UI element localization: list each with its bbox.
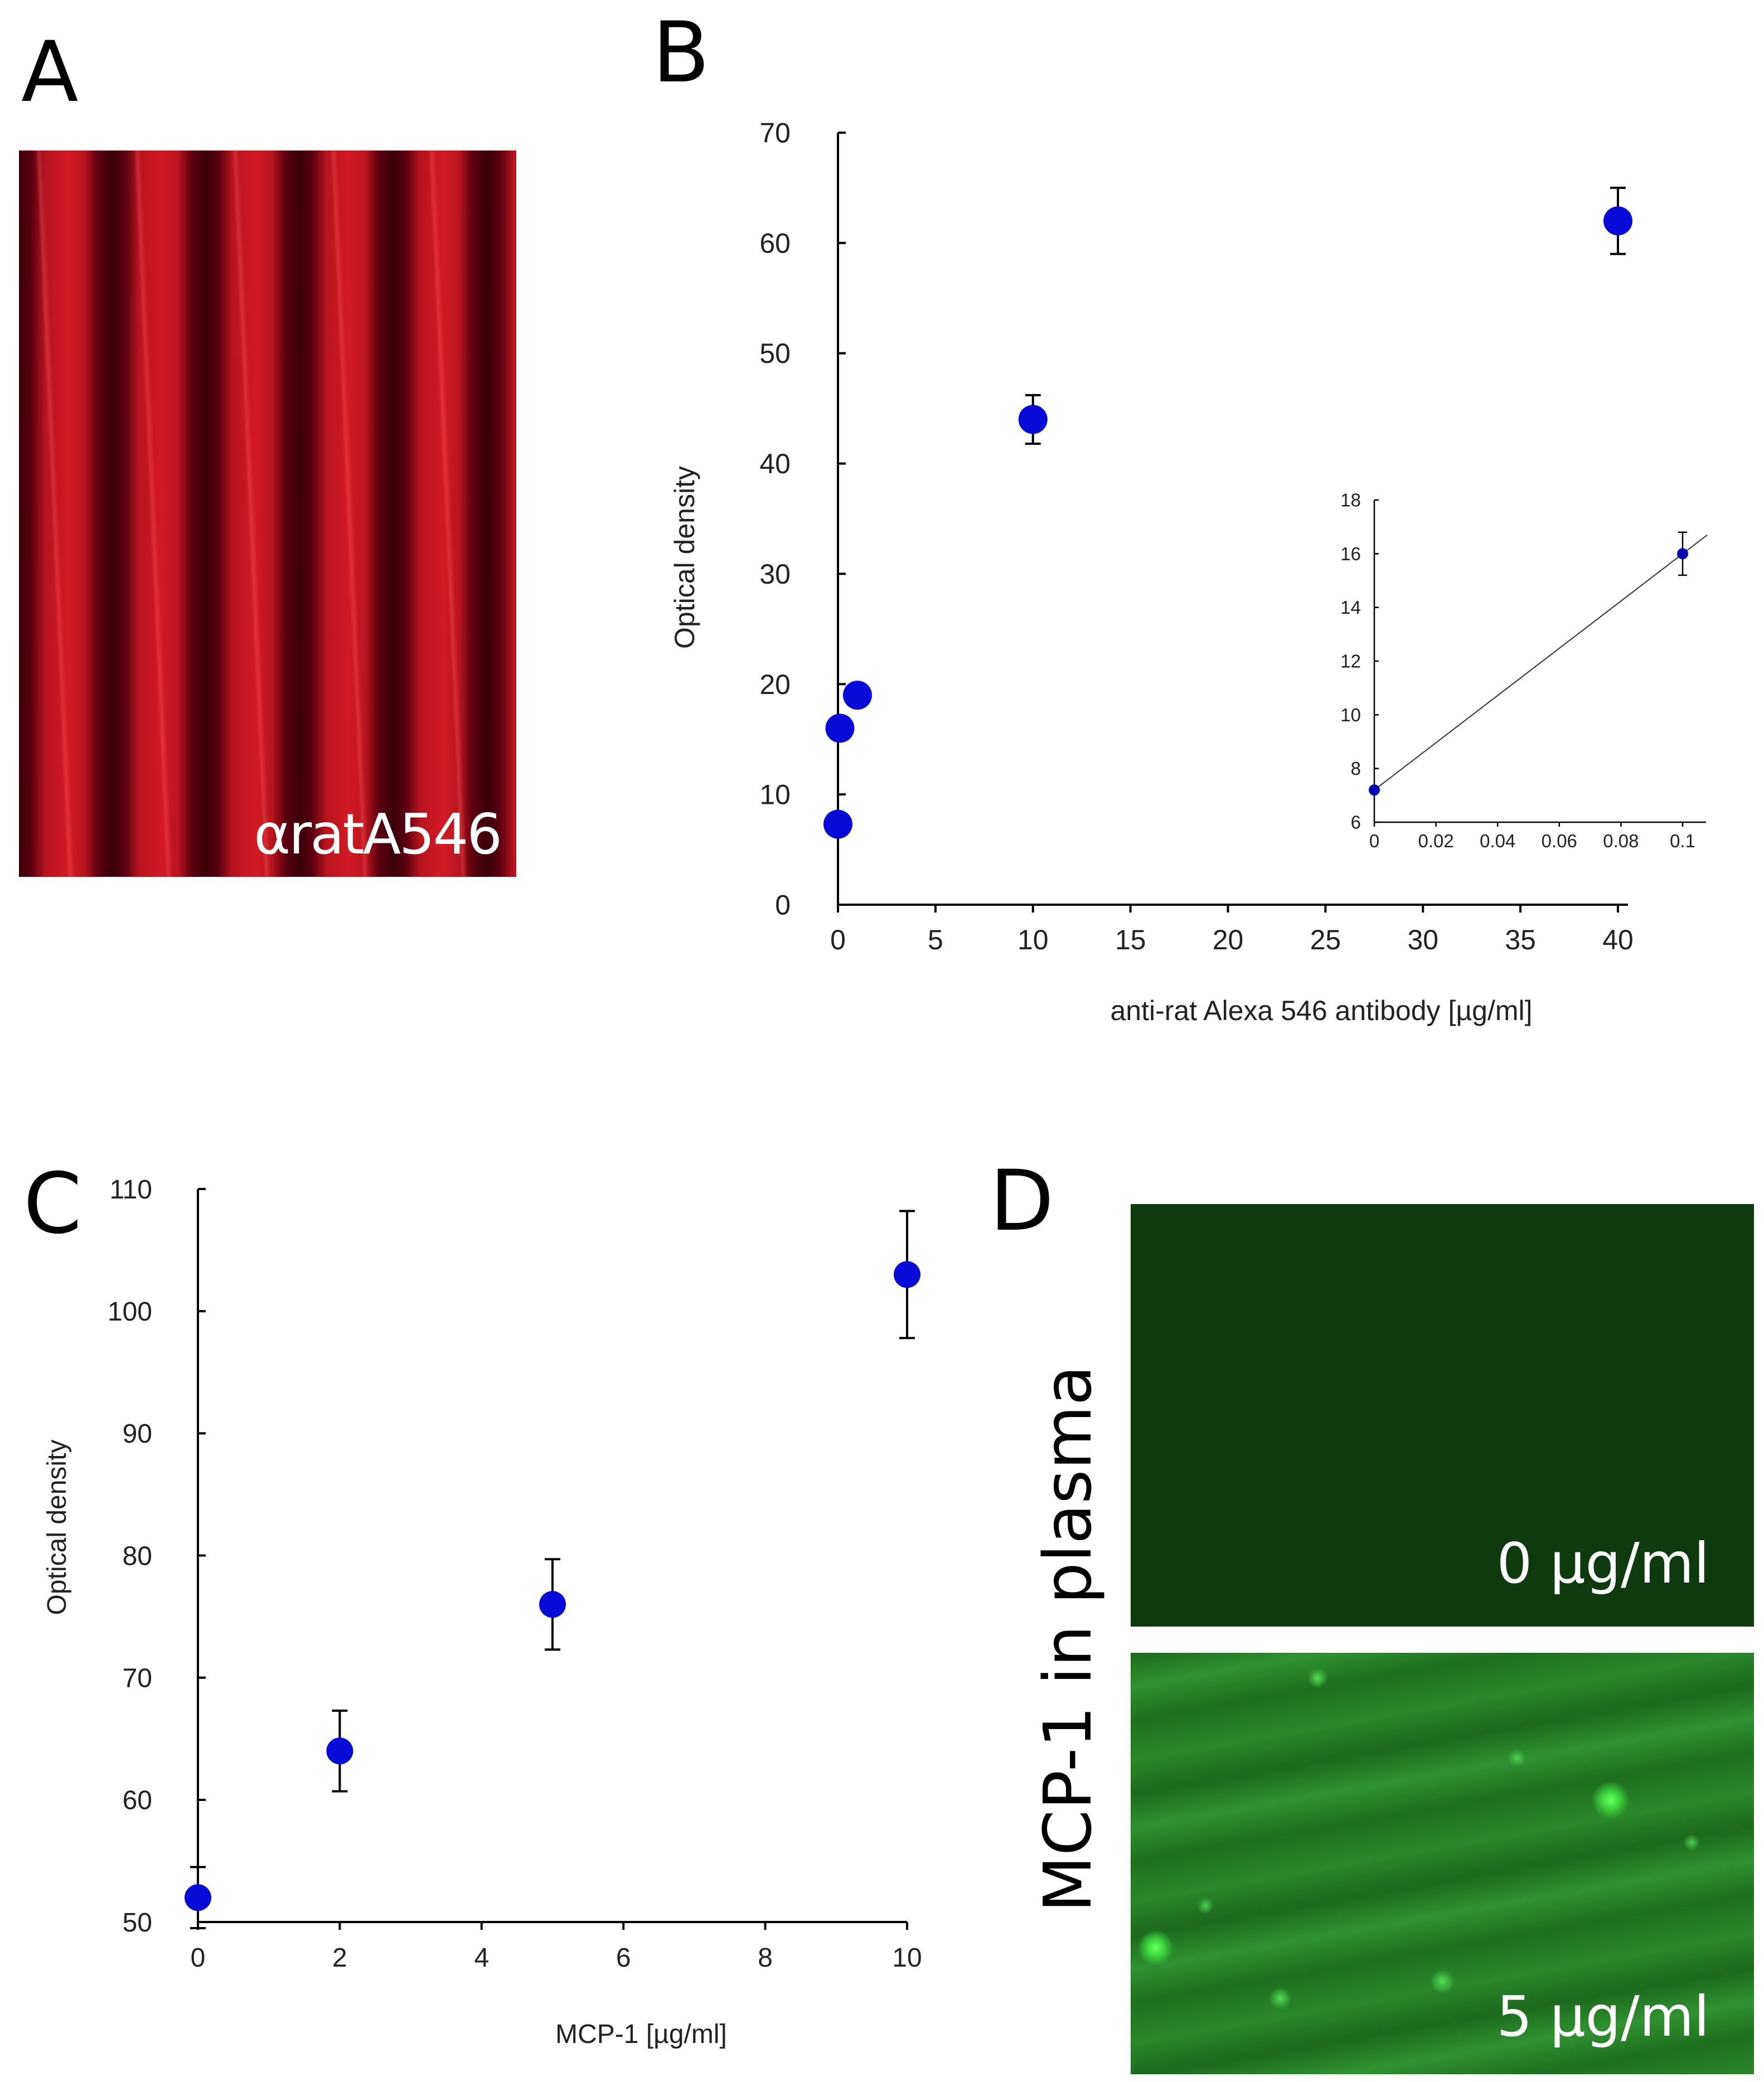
- panel-c-x-tick-label: 4: [474, 1943, 489, 1973]
- panel-b-chart: Optical density anti-rat Alexa 546 antib…: [669, 118, 1708, 1026]
- panel-b-y-tick-label: 60: [759, 227, 791, 259]
- panel-b-inset-y-tick-label: 14: [1340, 597, 1361, 618]
- panel-c-data-point: [539, 1591, 566, 1618]
- panel-c-y-tick-label: 80: [123, 1541, 152, 1571]
- panel-b-y-tick-label: 50: [759, 338, 791, 369]
- panel-b-x-tick-label: 35: [1505, 924, 1536, 955]
- panel-b-inset-y-tick-label: 6: [1351, 812, 1361, 833]
- panel-b-x-tick-label: 0: [830, 924, 846, 955]
- panel-b-data-point: [842, 681, 872, 710]
- panel-c-y-tick-label: 100: [108, 1297, 152, 1327]
- panel-b-data-point: [1603, 206, 1632, 236]
- panel-b-inset-x-tick-label: 0: [1369, 831, 1379, 851]
- panel-b-x-tick-label: 25: [1310, 924, 1341, 955]
- panel-a-micrograph: αratA546: [19, 151, 516, 877]
- panel-c-x-tick-label: 10: [892, 1943, 922, 1973]
- panel-b-inset-data-point: [1369, 784, 1380, 796]
- panel-a-image-label: αratA546: [254, 802, 502, 867]
- panel-c-x-tick-label: 6: [616, 1943, 631, 1973]
- panel-c-y-tick-label: 60: [123, 1786, 152, 1816]
- panel-b-inset-y-tick-label: 12: [1340, 651, 1361, 672]
- panel-c-xlabel: MCP-1 [µg/ml]: [555, 2020, 727, 2049]
- panel-c-y-tick-label: 50: [123, 1908, 152, 1938]
- panel-c-x-tick-label: 8: [758, 1943, 773, 1973]
- panel-b-y-tick-label: 10: [759, 779, 791, 811]
- panel-d-micrograph-top: 0 µg/ml: [1131, 1204, 1754, 1627]
- panel-d-side-label: MCP-1 in plasma: [1029, 1365, 1106, 1913]
- panel-b-letter: B: [652, 4, 710, 101]
- panel-b-xlabel: anti-rat Alexa 546 antibody [µg/ml]: [1110, 995, 1532, 1026]
- panel-b-inset-x-tick-label: 0.04: [1480, 831, 1515, 851]
- panel-b-y-tick-label: 20: [759, 669, 791, 700]
- panel-b-inset-x-tick-label: 0.06: [1542, 831, 1577, 851]
- panel-b-x-tick-label: 30: [1407, 924, 1438, 955]
- panel-c-y-tick-label: 90: [123, 1419, 152, 1449]
- panel-d-micrograph-bottom: 5 µg/ml: [1131, 1653, 1754, 2074]
- panel-b-x-tick-label: 40: [1602, 924, 1634, 955]
- panel-b-inset-data-point: [1677, 548, 1688, 560]
- panel-b-y-tick-label: 0: [775, 890, 791, 921]
- panel-b-data-point: [823, 809, 852, 839]
- panel-b-inset-x-tick-label: 0.02: [1418, 831, 1453, 851]
- panel-b-y-tick-label: 30: [759, 559, 791, 590]
- panel-d-bottom-label: 5 µg/ml: [1496, 1984, 1709, 2049]
- panel-c-x-tick-label: 0: [191, 1943, 206, 1973]
- panel-b-ylabel: Optical density: [669, 466, 700, 649]
- panel-b-data-point: [1018, 405, 1048, 434]
- panel-b-x-tick-label: 5: [928, 924, 943, 955]
- panel-d-top-label: 0 µg/ml: [1496, 1531, 1709, 1596]
- panel-b-inset-x-tick-label: 0.08: [1603, 831, 1639, 851]
- panel-c-data-point: [326, 1738, 353, 1765]
- panel-b-x-tick-label: 20: [1213, 924, 1244, 955]
- panel-b-x-tick-label: 10: [1017, 924, 1049, 955]
- panel-b-y-tick-label: 40: [759, 448, 791, 479]
- panel-c-chart: Optical density MCP-1 [µg/ml] 5060708090…: [42, 1175, 922, 2049]
- panel-c-ylabel: Optical density: [42, 1440, 72, 1615]
- panel-b-inset-y-tick-label: 16: [1340, 543, 1361, 564]
- panel-c-x-tick-label: 2: [332, 1943, 347, 1973]
- panel-a-letter: A: [21, 24, 79, 121]
- panel-c-data-point: [894, 1261, 920, 1288]
- panel-b-data-point: [825, 714, 855, 743]
- panel-d-letter: D: [990, 1153, 1054, 1250]
- panel-c-letter: C: [23, 1156, 82, 1253]
- panel-c-y-tick-label: 70: [123, 1663, 152, 1693]
- panel-c-data-point: [185, 1884, 211, 1911]
- panel-b-inset-y-tick-label: 8: [1351, 758, 1361, 779]
- panel-b-inset-y-tick-label: 10: [1340, 705, 1361, 725]
- panel-b-x-tick-label: 15: [1115, 924, 1146, 955]
- panel-b-inset-y-tick-label: 18: [1340, 490, 1361, 511]
- panel-c-y-tick-label: 110: [109, 1175, 152, 1205]
- panel-b-y-tick-label: 70: [759, 118, 791, 149]
- panel-b-inset-x-tick-label: 0.1: [1670, 831, 1695, 851]
- panel-b-inset-fit-line: [1374, 534, 1708, 790]
